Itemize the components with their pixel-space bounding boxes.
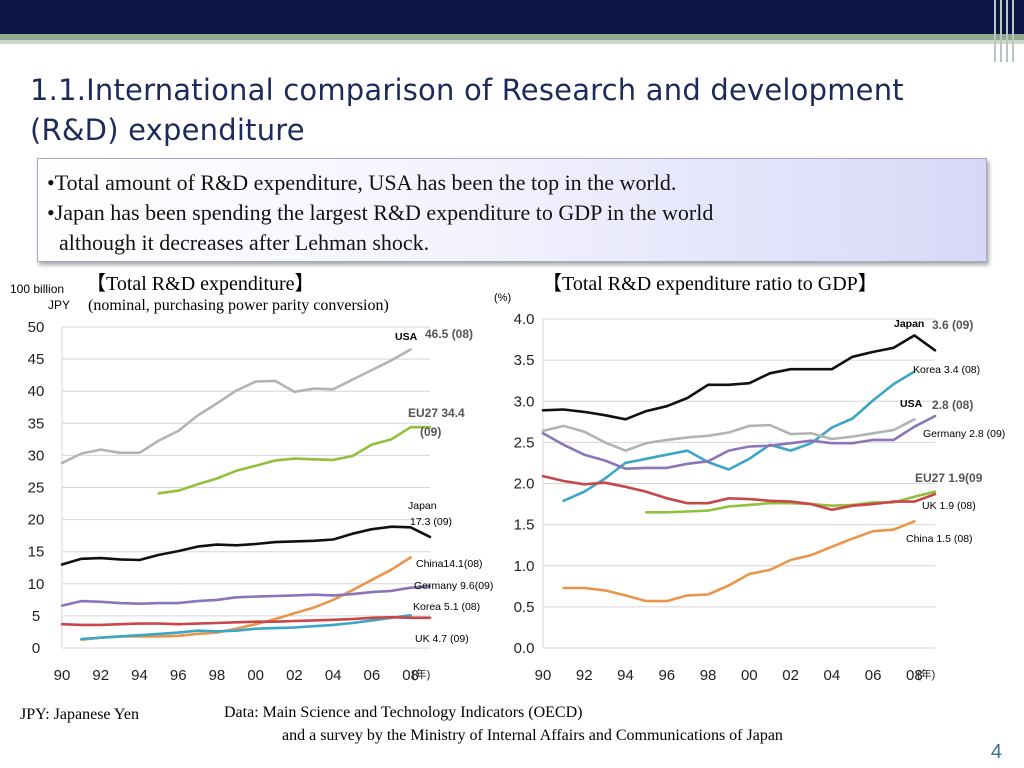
chart2-series-japan [541, 334, 937, 421]
chart1-series-korea [80, 613, 412, 641]
chart1-label-usa: USA [395, 331, 418, 343]
chart2-ytick-label: 2.0 [514, 476, 535, 493]
chart1-label2-eu27: (09) [420, 425, 441, 439]
summary-box: •Total amount of R&D expenditure, USA ha… [37, 158, 987, 262]
chart1-label-china: China14.1(08) [416, 558, 483, 570]
chart2-value-japan: 3.6 (09) [932, 318, 973, 332]
chart1-label-japan: Japan [408, 500, 437, 512]
chart1-series-uk [60, 615, 432, 627]
chart2-xtick-label: 06 [865, 667, 882, 684]
chart2-xtick-label: 90 [535, 667, 552, 684]
chart1-xtick-label: 98 [209, 667, 226, 684]
chart1-xtick-label: 06 [364, 667, 381, 684]
chart2-xtick-label: 08 [906, 667, 923, 684]
chart2-label-uk: UK 1.9 (08) [922, 500, 976, 512]
chart2-ytick-label: 0.0 [514, 640, 535, 657]
chart1-ylabel-line1: 100 billion [10, 282, 65, 296]
chart1-title: 【Total R&D expenditure】 [86, 273, 315, 295]
chart1-ytick-label: 15 [28, 544, 45, 561]
chart2-xtick-label: 94 [617, 667, 634, 684]
chart1-ytick-label: 20 [28, 512, 45, 529]
chart2-xtick-label: 96 [658, 667, 675, 684]
chart2-label-china: China 1.5 (08) [906, 533, 973, 545]
chart2-xtick-label: 98 [700, 667, 717, 684]
chart1-series-china [80, 556, 412, 642]
footnote-jpy: JPY: Japanese Yen [20, 706, 139, 723]
chart2-title: 【Total R&D expenditure ratio to GDP】 [542, 273, 878, 295]
chart1-ytick-label: 10 [28, 576, 45, 593]
chart2-ytick-label: 3.5 [514, 352, 535, 369]
chart2-label-eu27: EU27 1.9(09 [915, 471, 983, 485]
chart2-ytick-label: 1.0 [514, 558, 535, 575]
chart1-year-unit: (年) [412, 667, 430, 681]
chart1-xtick-label: 96 [170, 667, 187, 684]
top-banner [0, 0, 1024, 44]
chart2-series-china [562, 519, 916, 603]
page-number: 4 [990, 741, 1002, 763]
chart1-xtick-label: 94 [131, 667, 148, 684]
chart2-xtick-label: 02 [782, 667, 799, 684]
chart1-xtick-label: 00 [247, 667, 264, 684]
chart1-series-eu27 [157, 425, 432, 495]
chart2-label-usa: USA [900, 398, 923, 410]
chart2-value-usa: 2.8 (08) [932, 398, 973, 412]
chart1-value-usa: 46.5 (08) [425, 327, 473, 341]
bullet-2-continued: although it decreases after Lehman shock… [59, 230, 430, 255]
banner-stripe [0, 34, 1024, 40]
chart1-xtick-label: 08 [402, 667, 419, 684]
chart1-ytick-label: 40 [28, 383, 45, 400]
chart2-xtick-label: 04 [823, 667, 840, 684]
chart1-series-usa [60, 348, 412, 465]
chart1-ytick-label: 5 [32, 608, 40, 625]
chart2-label-japan: Japan [894, 318, 924, 330]
chart2-ylabel: (%) [494, 292, 512, 304]
chart1-label-korea: Korea 5.1 (08) [413, 601, 480, 613]
chart1-label-uk: UK 4.7 (09) [415, 633, 469, 645]
chart2-ytick-label: 0.5 [514, 599, 535, 616]
chart2-ytick-label: 4.0 [514, 311, 535, 328]
chart2-label-korea: Korea 3.4 (08) [913, 364, 980, 376]
chart1-ytick-label: 45 [28, 351, 45, 368]
chart1-xtick-label: 04 [325, 667, 342, 684]
source-line-1: Data: Main Science and Technology Indica… [224, 704, 583, 721]
chart2-year-unit: (年) [917, 667, 935, 681]
chart1-label-eu27: EU27 34.4 [408, 406, 465, 420]
decorative-lines-icon [994, 0, 1014, 62]
chart1-xtick-label: 92 [92, 667, 109, 684]
chart1-xtick-label: 90 [54, 667, 71, 684]
chart1-ylabel-line2: JPY [48, 298, 71, 312]
chart1-series-japan [60, 525, 432, 566]
chart1-ytick-label: 50 [28, 319, 45, 336]
chart2-xtick-label: 00 [741, 667, 758, 684]
bullet-2: •Japan has been spending the largest R&D… [47, 200, 714, 225]
chart1-ytick-label: 35 [28, 415, 45, 432]
chart2-series-usa [541, 417, 916, 452]
chart2-label-germany: Germany 2.8 (09) [923, 428, 1005, 440]
banner-stripe-light [0, 40, 1024, 44]
chart1-xtick-label: 02 [286, 667, 303, 684]
source-line-2: and a survey by the Ministry of Internal… [282, 727, 783, 744]
bullet-1: •Total amount of R&D expenditure, USA ha… [47, 170, 677, 195]
chart1-subtitle: (nominal, purchasing power parity conver… [88, 297, 389, 314]
chart2-series-germany [541, 414, 937, 471]
chart2-ytick-label: 3.0 [514, 393, 535, 410]
chart1-ytick-label: 0 [32, 640, 40, 657]
chart2-series-korea [562, 370, 916, 503]
chart1-label2-japan: 17.3 (09) [410, 516, 452, 528]
chart2-series-uk [541, 474, 937, 512]
chart2-ytick-label: 2.5 [514, 434, 535, 451]
chart2-ytick-label: 1.5 [514, 517, 535, 534]
chart1-label-germany: Germany 9.6(09) [414, 580, 493, 592]
chart1-ytick-label: 30 [28, 447, 45, 464]
chart2-xtick-label: 92 [576, 667, 593, 684]
slide-title: 1.1.International comparison of Research… [30, 73, 904, 147]
chart1-ytick-label: 25 [28, 480, 45, 497]
chart1-series-germany [60, 585, 432, 607]
